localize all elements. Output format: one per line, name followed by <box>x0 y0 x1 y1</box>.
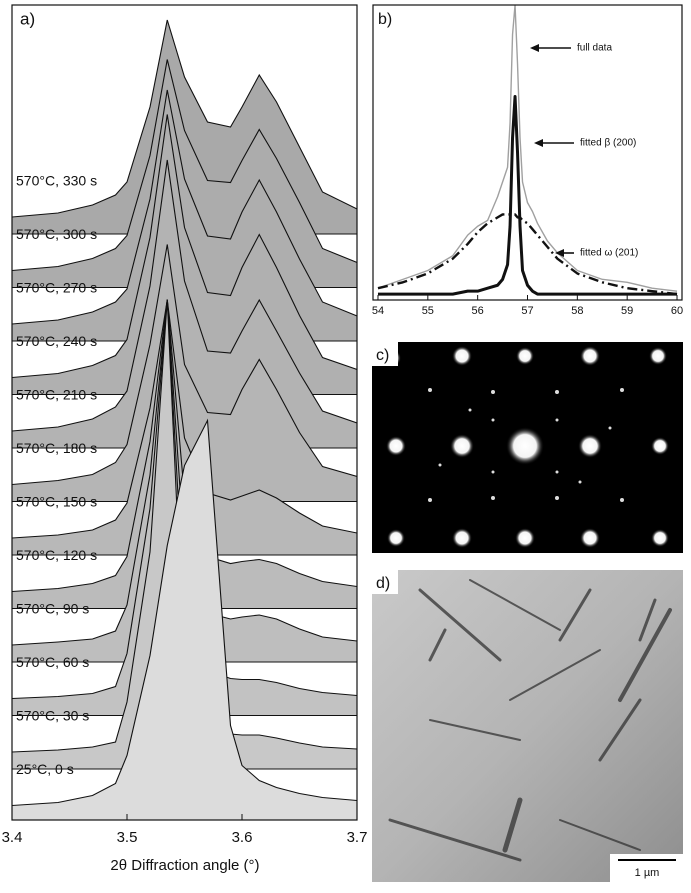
series-label: 570°C, 330 s <box>16 173 97 189</box>
x-tick-label: 3.4 <box>2 829 23 846</box>
x-tick-label: 54 <box>372 305 384 317</box>
series-label: 570°C, 300 s <box>16 226 97 242</box>
panel-c: c) <box>372 342 683 553</box>
x-tick-label: 60 <box>671 305 683 317</box>
panel-label: b) <box>378 11 392 28</box>
scale-bar-label: 1 µm <box>635 867 660 879</box>
annotation: fitted β (200) <box>580 138 636 149</box>
series-label: 570°C, 150 s <box>16 494 97 510</box>
figure: a) 2θ Diffraction angle (°) 570°C, 330 s… <box>0 0 691 888</box>
series-label: 570°C, 90 s <box>16 601 89 617</box>
panel-d: d) 1 µm <box>372 570 683 882</box>
series-label: 570°C, 60 s <box>16 654 89 670</box>
panel-label: d) <box>376 575 390 592</box>
x-tick-label: 3.7 <box>347 829 368 846</box>
x-tick-label: 58 <box>571 305 583 317</box>
x-tick-label: 59 <box>621 305 633 317</box>
panel-label: c) <box>376 347 389 364</box>
series-label: 570°C, 30 s <box>16 708 89 724</box>
line-series <box>378 96 677 294</box>
tem-image <box>372 570 683 882</box>
x-tick-label: 57 <box>521 305 533 317</box>
series-label: 570°C, 120 s <box>16 547 97 563</box>
x-tick-label: 56 <box>472 305 484 317</box>
series-label: 25°C, 0 s <box>16 761 74 777</box>
series-label: 570°C, 240 s <box>16 333 97 349</box>
panel-a: a) 2θ Diffraction angle (°) 570°C, 330 s… <box>2 5 368 874</box>
series-label: 570°C, 270 s <box>16 280 97 296</box>
panel-label: a) <box>20 9 35 28</box>
series-label: 570°C, 180 s <box>16 440 97 456</box>
ridges <box>10 20 359 820</box>
x-tick-label: 55 <box>422 305 434 317</box>
series-label: 570°C, 210 s <box>16 387 97 403</box>
panel-b: b) full data fitted β (200) fitted ω (201)… <box>372 5 683 317</box>
annotation: full data <box>577 43 612 54</box>
x-tick-label: 3.6 <box>232 829 253 846</box>
x-axis-label: 2θ Diffraction angle (°) <box>110 857 259 874</box>
annotation: fitted ω (201) <box>580 248 638 259</box>
arrow-head <box>534 139 543 147</box>
arrow-head <box>530 44 539 52</box>
x-tick-label: 3.5 <box>117 829 138 846</box>
